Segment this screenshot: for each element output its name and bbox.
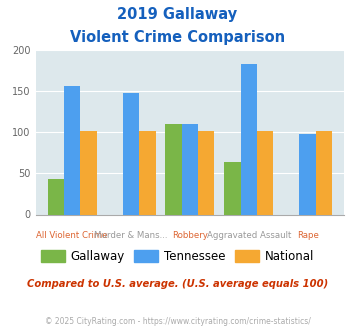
Text: Murder & Mans...: Murder & Mans... — [94, 231, 168, 240]
Bar — [241, 63, 257, 214]
Text: 2019 Gallaway: 2019 Gallaway — [118, 7, 237, 21]
Bar — [198, 131, 214, 214]
Bar — [316, 131, 332, 214]
Bar — [299, 134, 316, 214]
Bar — [81, 131, 97, 214]
Text: Compared to U.S. average. (U.S. average equals 100): Compared to U.S. average. (U.S. average … — [27, 279, 328, 289]
Bar — [165, 124, 182, 214]
Bar — [48, 179, 64, 214]
Bar — [64, 86, 81, 214]
Text: Violent Crime Comparison: Violent Crime Comparison — [70, 30, 285, 45]
Bar — [182, 124, 198, 214]
Bar — [123, 93, 139, 214]
Bar — [224, 162, 241, 214]
Text: Robbery: Robbery — [172, 231, 208, 240]
Bar — [139, 131, 155, 214]
Bar — [257, 131, 273, 214]
Text: All Violent Crime: All Violent Crime — [37, 231, 108, 240]
Text: Rape: Rape — [297, 231, 318, 240]
Legend: Gallaway, Tennessee, National: Gallaway, Tennessee, National — [37, 245, 318, 268]
Text: Aggravated Assault: Aggravated Assault — [207, 231, 291, 240]
Text: © 2025 CityRating.com - https://www.cityrating.com/crime-statistics/: © 2025 CityRating.com - https://www.city… — [45, 317, 310, 326]
